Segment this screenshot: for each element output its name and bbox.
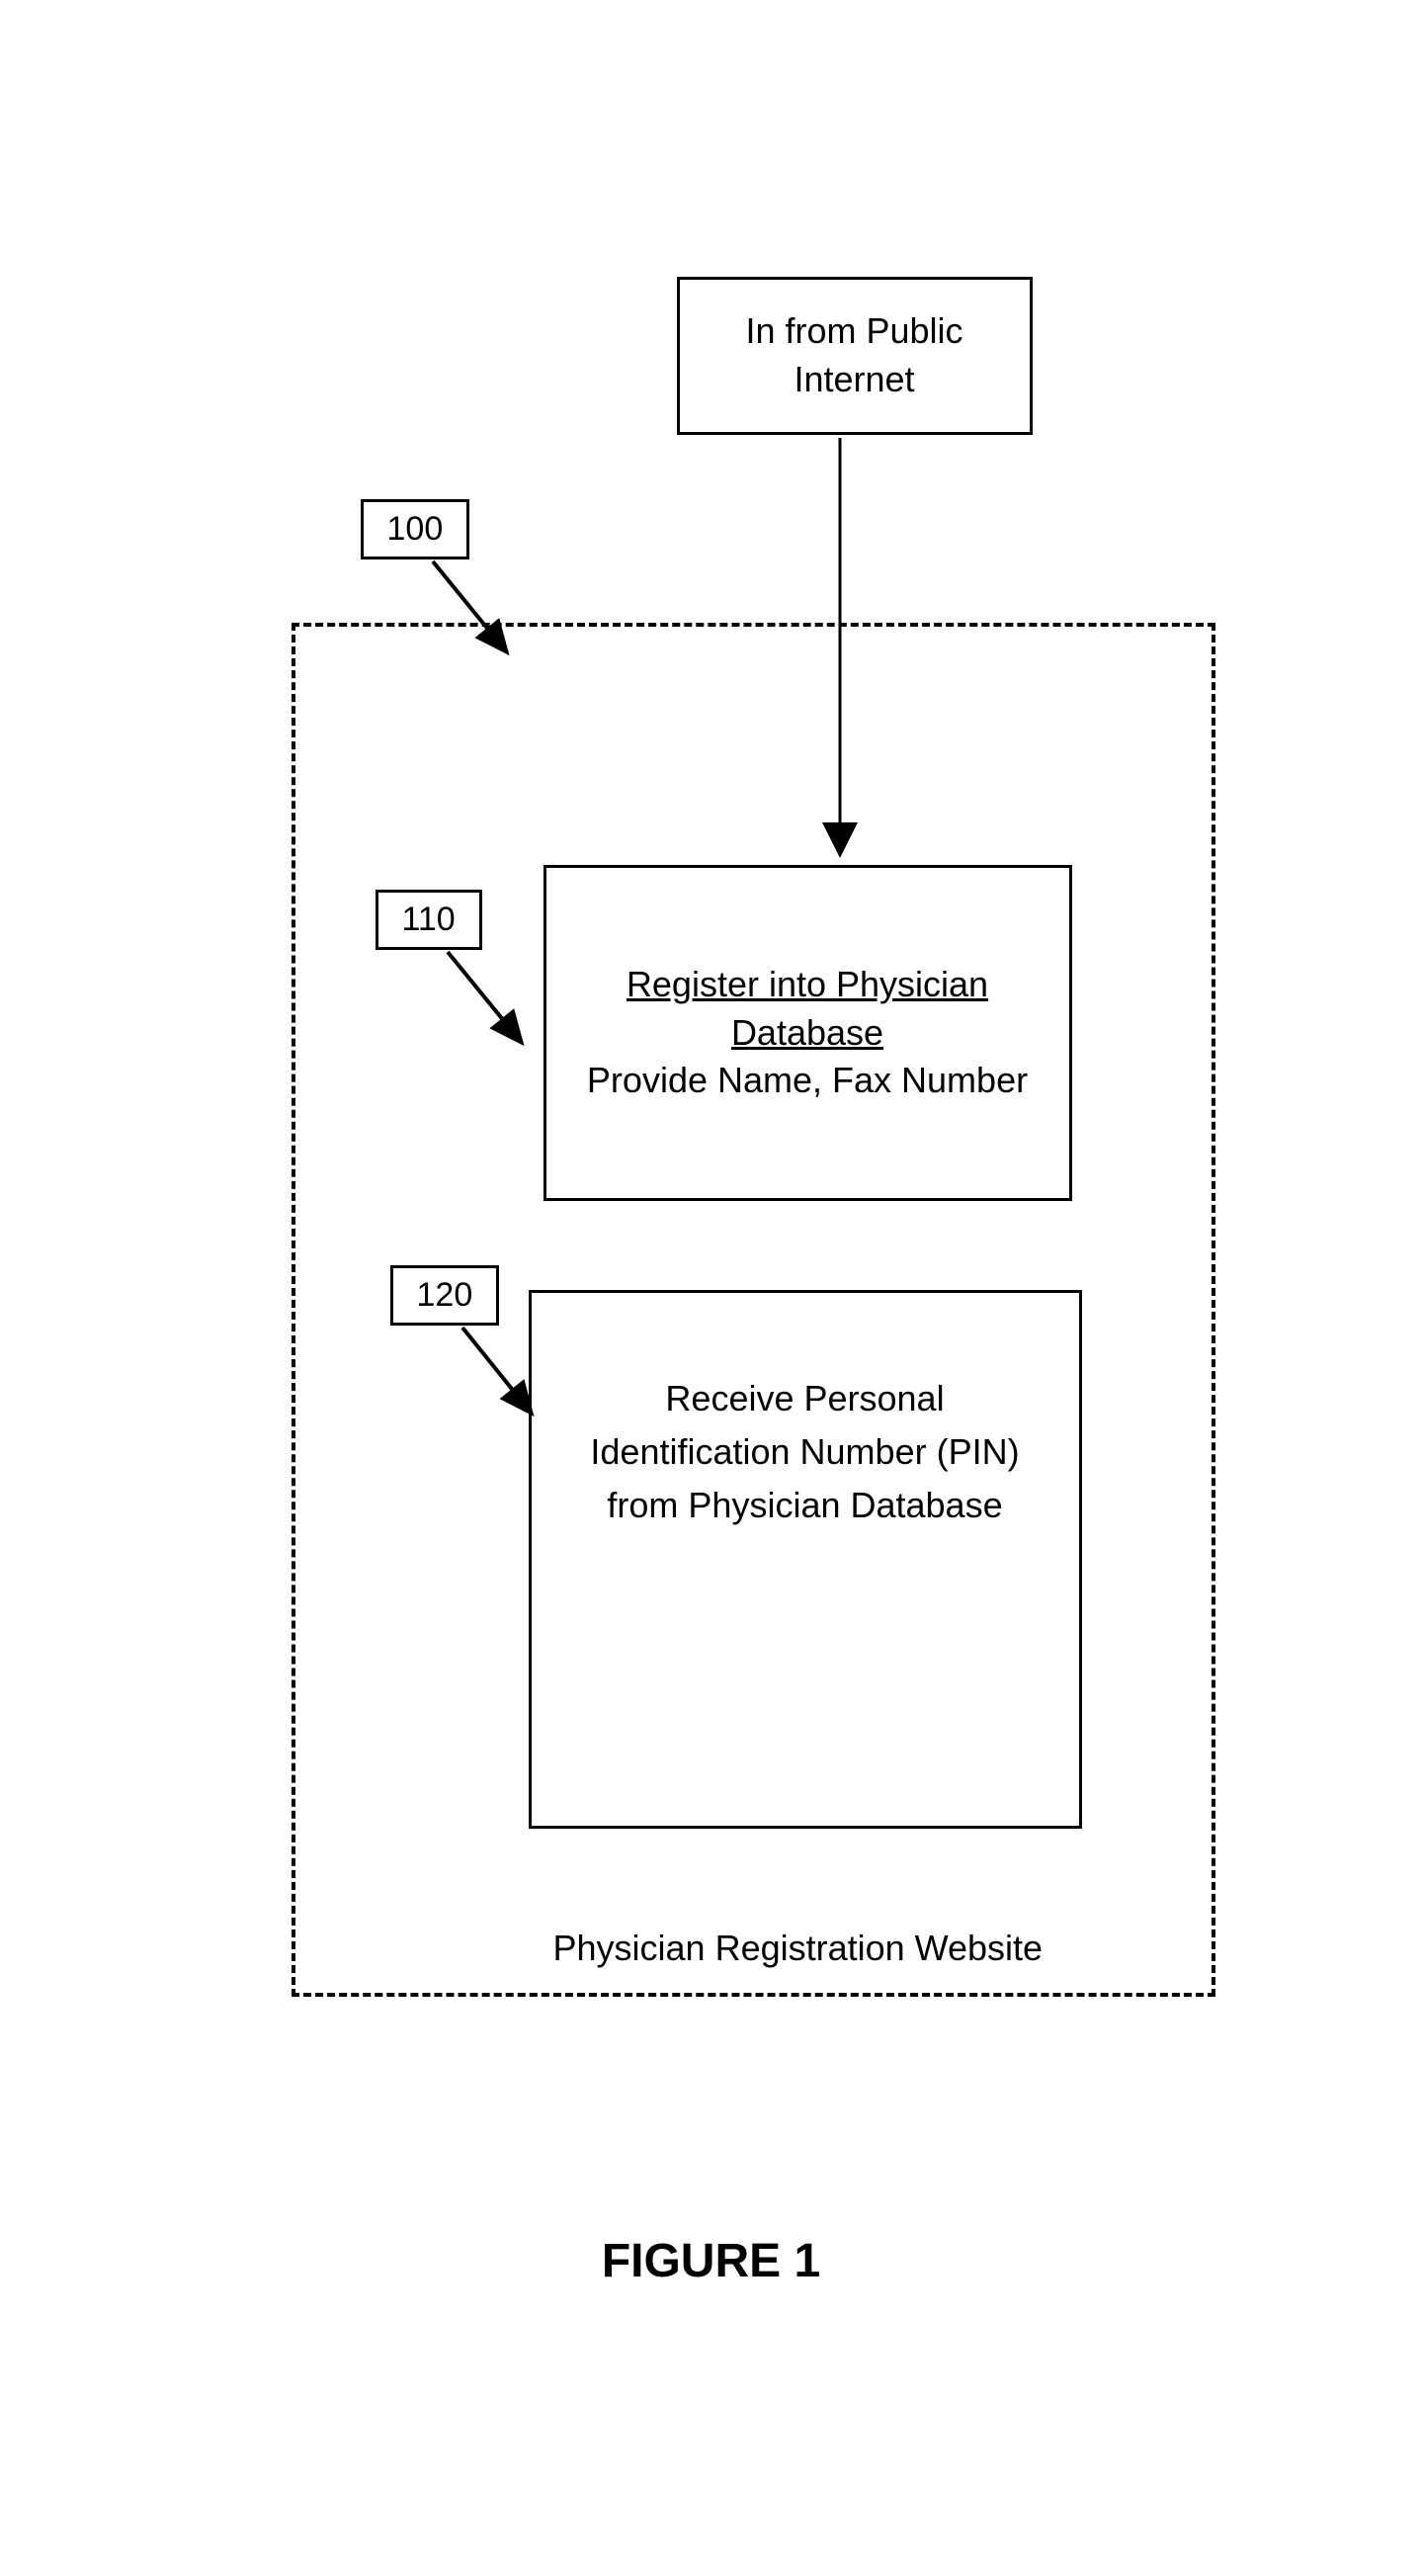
arrow-120 (217, 277, 1206, 1562)
dashed-container-caption: Physician Registration Website (553, 1928, 1044, 1969)
figure-caption: FIGURE 1 (602, 2234, 820, 2288)
